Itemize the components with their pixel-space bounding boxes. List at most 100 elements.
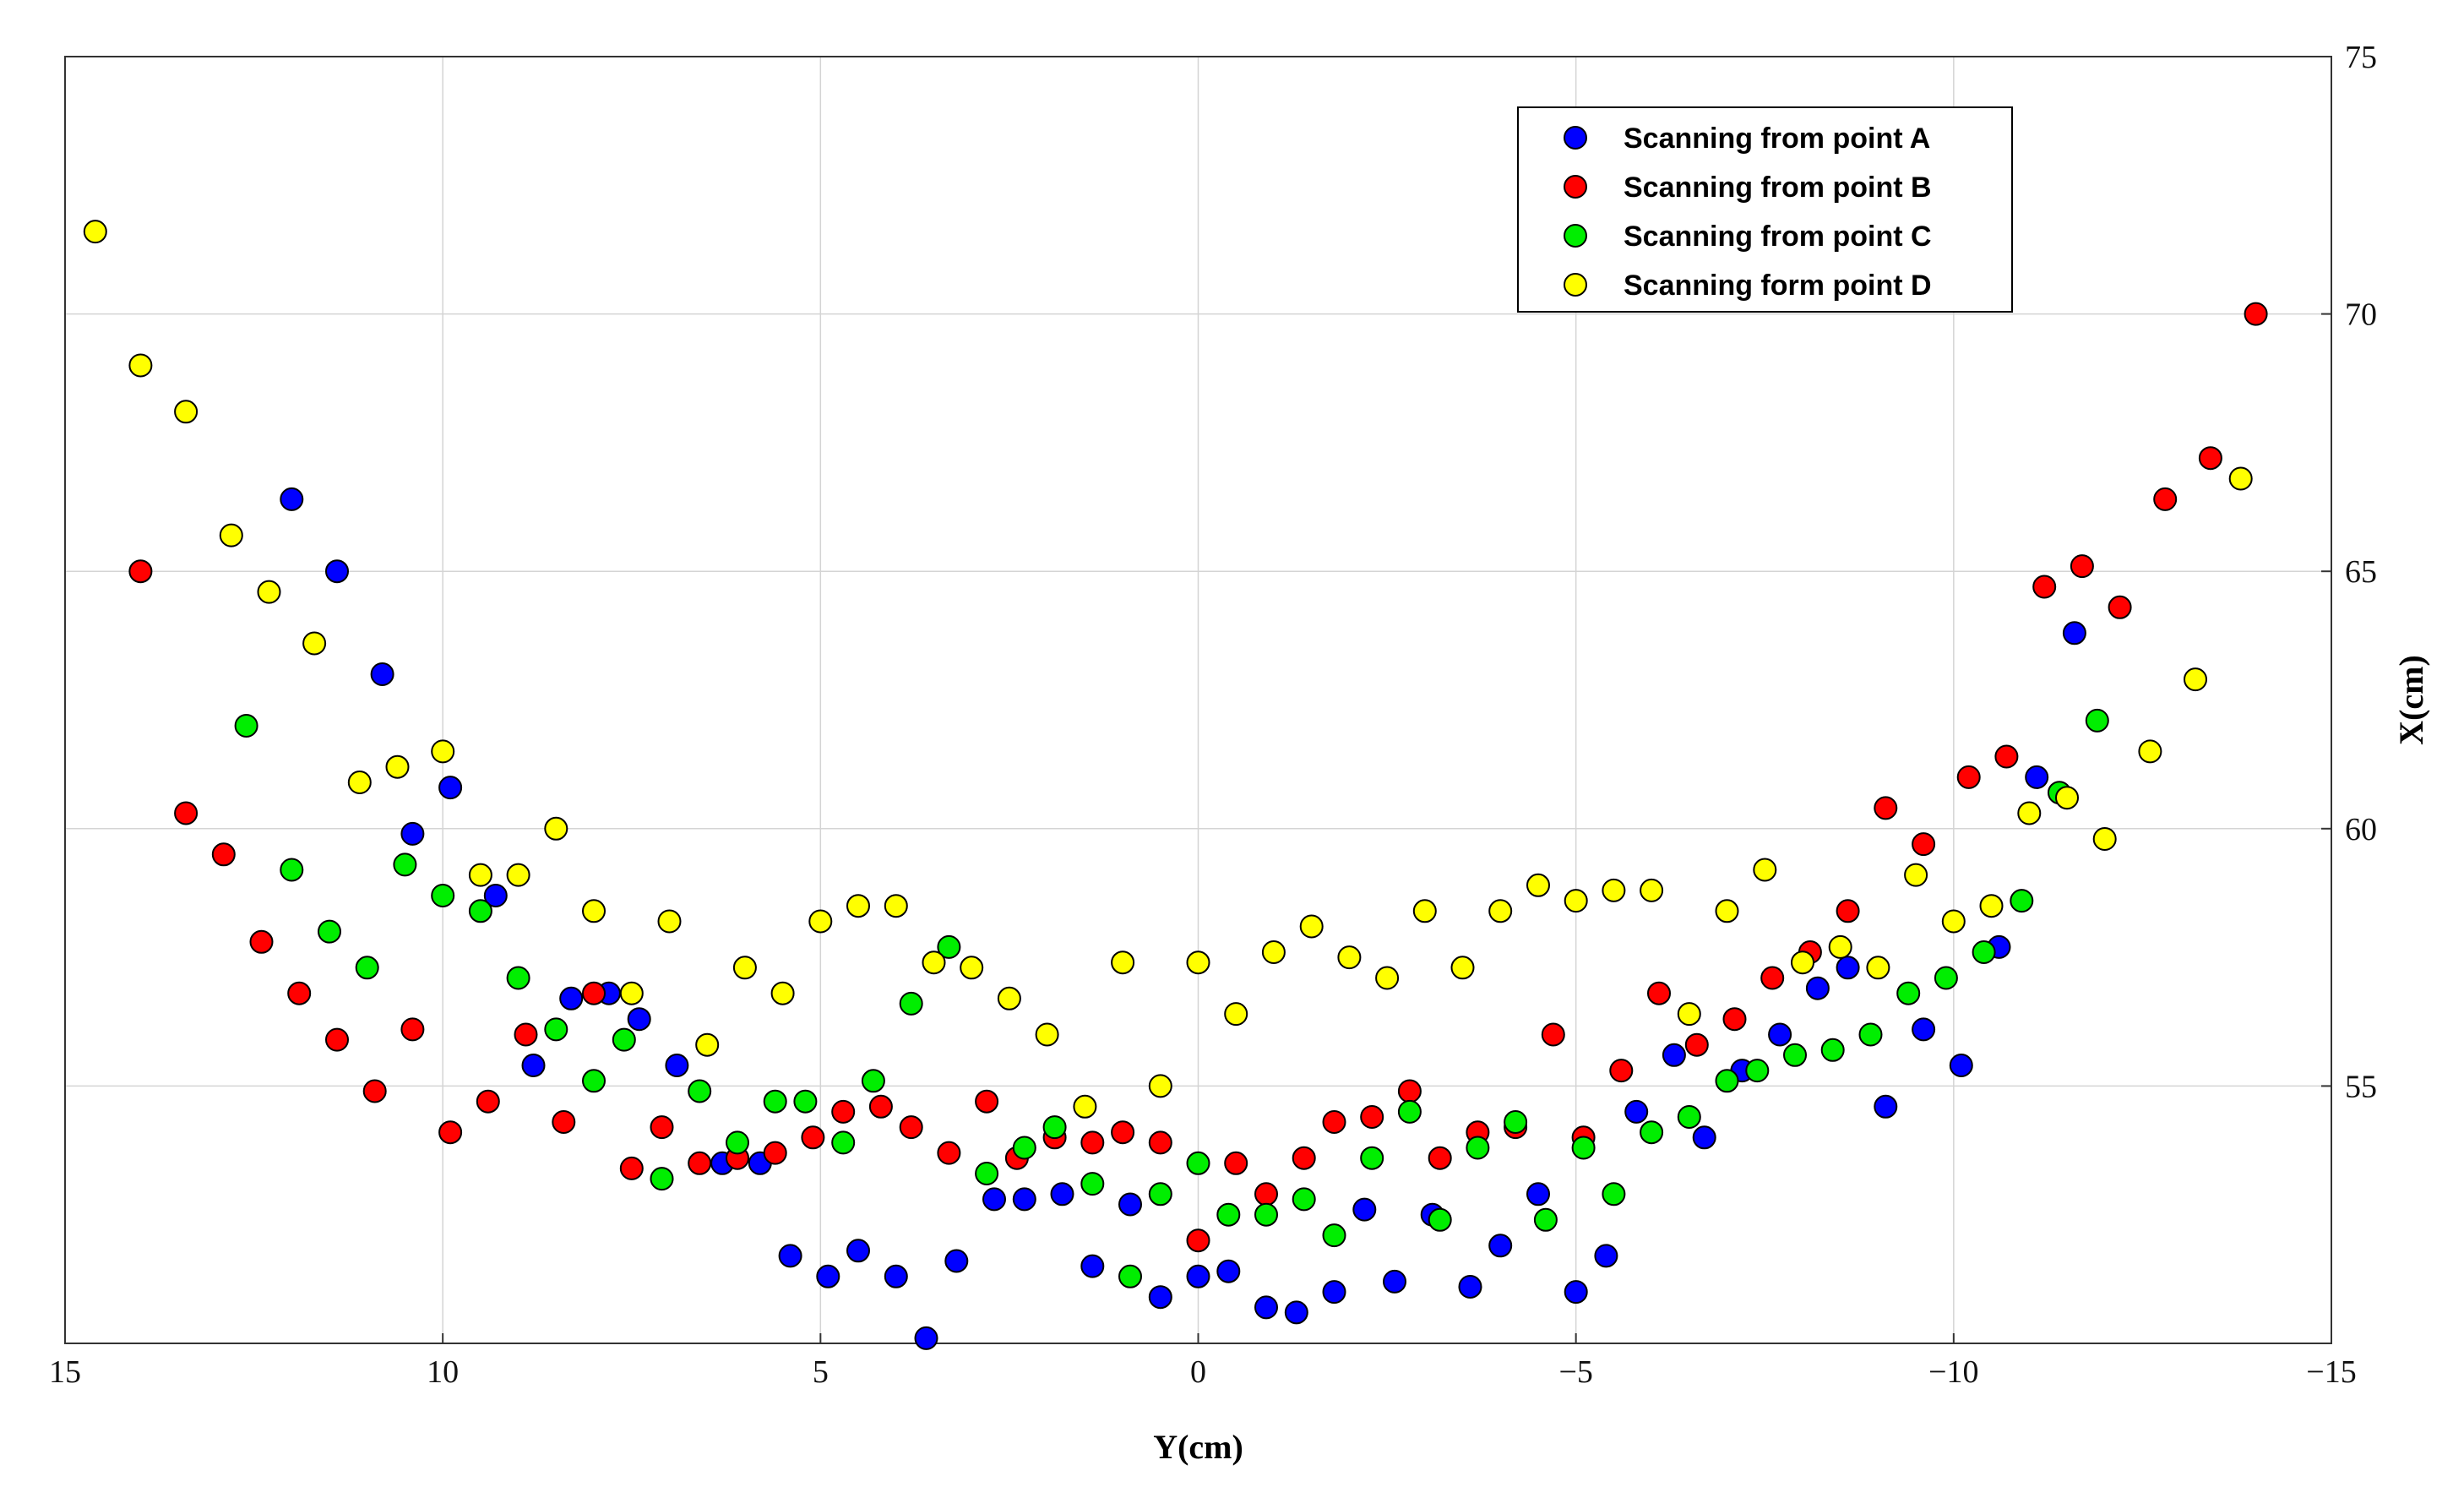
data-point <box>506 966 530 990</box>
data-point <box>695 1032 720 1057</box>
data-point <box>1677 1105 1701 1129</box>
data-point <box>816 1264 840 1288</box>
data-point <box>1254 1295 1278 1320</box>
data-point <box>884 1264 908 1288</box>
data-point <box>1647 981 1671 1005</box>
data-point <box>1753 858 1777 882</box>
data-point <box>582 899 606 923</box>
data-point <box>1397 1079 1422 1103</box>
data-point <box>808 909 833 934</box>
data-point <box>400 821 425 846</box>
y-tick-label: 65 <box>2345 554 2377 590</box>
data-point <box>1874 796 1898 820</box>
data-point <box>778 1244 802 1268</box>
data-point <box>1428 1146 1452 1170</box>
data-point <box>559 986 584 1010</box>
legend-label-point-c: Scanning from point C <box>1624 221 1932 253</box>
legend: Scanning from point A Scanning from poin… <box>1517 106 2013 313</box>
data-point <box>770 981 795 1005</box>
data-point <box>318 919 341 944</box>
data-point <box>1012 1187 1036 1212</box>
data-point <box>1148 1130 1172 1155</box>
data-point <box>1934 966 1958 990</box>
data-point <box>801 1125 825 1150</box>
data-point <box>582 981 606 1005</box>
data-point <box>2244 302 2268 326</box>
data-point <box>2092 827 2117 851</box>
data-point <box>1254 1202 1278 1227</box>
data-point <box>1722 1007 1747 1032</box>
series-c <box>234 708 2109 1288</box>
data-point <box>1488 899 1513 923</box>
data-point <box>325 1027 349 1052</box>
data-point <box>1858 1022 1883 1047</box>
data-point <box>1080 1130 1105 1155</box>
data-point <box>914 1326 938 1350</box>
data-point <box>1533 1207 1558 1232</box>
data-point <box>732 956 757 980</box>
x-tick-label: −5 <box>1558 1354 1592 1390</box>
data-point <box>1050 1182 1074 1206</box>
data-point <box>1571 1136 1596 1160</box>
data-point <box>1322 1223 1346 1248</box>
data-point <box>763 1141 787 1165</box>
data-point <box>1035 1022 1059 1047</box>
data-point <box>1466 1136 1490 1160</box>
data-point <box>257 580 281 604</box>
data-point <box>2025 765 2049 789</box>
data-point <box>1715 899 1739 923</box>
data-point <box>2055 786 2079 810</box>
data-point <box>1594 1244 1618 1268</box>
data-point <box>1609 1059 1634 1083</box>
legend-box <box>1517 106 2013 313</box>
data-point <box>627 1007 651 1032</box>
data-point <box>657 909 682 934</box>
data-point <box>355 956 379 980</box>
data-point <box>2032 575 2057 599</box>
data-point <box>1458 1275 1482 1299</box>
data-point <box>1541 1022 1565 1047</box>
data-point <box>1284 1300 1308 1325</box>
data-point <box>650 1115 674 1140</box>
data-point <box>476 1089 500 1114</box>
data-point <box>884 894 908 918</box>
data-point <box>1564 889 1588 913</box>
x-tick-label: 5 <box>813 1354 829 1390</box>
data-point <box>868 1094 893 1119</box>
data-point <box>619 1156 644 1180</box>
data-point <box>846 1239 870 1263</box>
data-point <box>1111 1120 1135 1145</box>
y-tick-label: 70 <box>2345 297 2377 333</box>
x-axis-title: Y(cm) <box>1153 1428 1243 1466</box>
data-point <box>2017 801 2042 825</box>
data-point <box>1640 878 1664 902</box>
data-point <box>325 559 349 584</box>
data-point <box>1820 1038 1845 1062</box>
data-point <box>1912 1017 1936 1042</box>
data-point <box>2108 595 2132 619</box>
data-point <box>280 858 304 882</box>
data-point <box>1866 956 1890 980</box>
data-point <box>1805 976 1830 1000</box>
legend-marker-point-a <box>1564 126 1587 150</box>
data-point <box>793 1089 818 1114</box>
data-point <box>937 934 961 959</box>
data-point <box>2184 667 2207 692</box>
data-point <box>1118 1264 1142 1288</box>
data-point <box>1254 1182 1278 1206</box>
data-point <box>688 1151 712 1175</box>
data-point <box>997 986 1021 1010</box>
data-point <box>174 400 199 424</box>
data-point <box>2198 446 2222 471</box>
data-point <box>1148 1074 1172 1098</box>
data-point <box>1360 1105 1384 1129</box>
data-point <box>1337 945 1362 970</box>
data-point <box>1375 966 1400 990</box>
data-point <box>431 884 455 907</box>
data-point <box>280 487 304 511</box>
x-tick-label: −10 <box>1928 1354 1978 1390</box>
data-point <box>544 1017 568 1042</box>
data-point <box>174 801 199 825</box>
